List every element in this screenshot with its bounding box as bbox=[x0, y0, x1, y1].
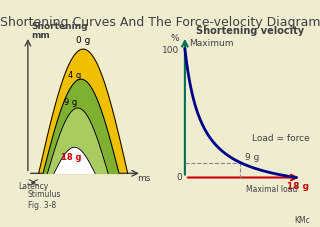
Text: Shortening Curves And The Force-velocity Diagram: Shortening Curves And The Force-velocity… bbox=[0, 16, 320, 29]
Text: %: % bbox=[171, 34, 179, 43]
Polygon shape bbox=[39, 49, 128, 173]
Text: 18 g: 18 g bbox=[61, 153, 82, 162]
Text: 4 g: 4 g bbox=[68, 71, 81, 80]
Text: Maximum: Maximum bbox=[189, 39, 234, 48]
Text: 9 g: 9 g bbox=[64, 98, 77, 107]
Polygon shape bbox=[47, 108, 108, 173]
Text: Shortening: Shortening bbox=[31, 22, 88, 31]
Text: Shortening velocity: Shortening velocity bbox=[196, 26, 304, 36]
Text: 100: 100 bbox=[162, 46, 179, 55]
Text: KMc: KMc bbox=[295, 216, 310, 225]
Text: 9 g: 9 g bbox=[245, 153, 259, 162]
Text: Stimulus
Fig. 3-8: Stimulus Fig. 3-8 bbox=[28, 190, 61, 210]
Text: ms: ms bbox=[137, 174, 151, 183]
Text: Maximal load: Maximal load bbox=[246, 185, 297, 194]
Text: 18 g: 18 g bbox=[287, 182, 309, 191]
Text: mm: mm bbox=[31, 31, 50, 40]
Text: Load = force: Load = force bbox=[252, 134, 309, 143]
Text: 0: 0 bbox=[176, 173, 182, 182]
Polygon shape bbox=[54, 147, 95, 173]
Text: 0 g: 0 g bbox=[76, 36, 90, 45]
Polygon shape bbox=[43, 79, 119, 173]
Text: Latency: Latency bbox=[18, 182, 48, 191]
